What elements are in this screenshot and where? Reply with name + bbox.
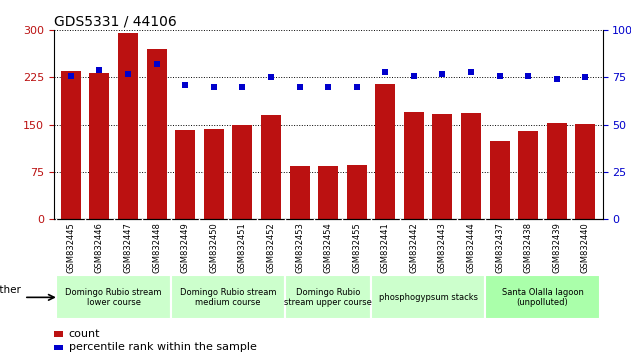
Text: percentile rank within the sample: percentile rank within the sample (69, 342, 257, 353)
Point (523, 73, 533, 78)
Bar (575, 124, 596, 219)
Point (180, 82, 190, 88)
Point (495, 73, 505, 78)
Text: GSM832439: GSM832439 (552, 222, 562, 273)
Bar (90, 73, 109, 219)
Point (151, 61, 162, 67)
Text: Domingo Rubio stream
medium course: Domingo Rubio stream medium course (180, 288, 276, 307)
Bar (118, 33, 138, 219)
Point (551, 76, 562, 82)
Text: GSM832450: GSM832450 (209, 222, 218, 273)
Bar (61, 71, 81, 219)
Bar (204, 129, 224, 219)
Text: GSM832440: GSM832440 (581, 222, 590, 273)
Point (380, 69, 391, 75)
Text: count: count (69, 329, 100, 339)
Bar (285, 275, 371, 319)
Point (237, 84, 247, 90)
Text: GSM832438: GSM832438 (524, 222, 533, 273)
Point (66, 73, 76, 78)
Bar (490, 141, 510, 219)
Text: GSM832448: GSM832448 (152, 222, 161, 273)
Bar (432, 114, 452, 219)
Point (466, 69, 476, 75)
Point (123, 71, 133, 76)
Bar (57, 275, 171, 319)
Text: GSM832444: GSM832444 (466, 222, 476, 273)
Point (437, 71, 447, 76)
Text: Domingo Rubio
stream upper course: Domingo Rubio stream upper course (284, 288, 372, 307)
Point (351, 84, 362, 90)
Point (95, 67, 105, 73)
Bar (175, 130, 195, 219)
Text: Santa Olalla lagoon
(unpolluted): Santa Olalla lagoon (unpolluted) (502, 288, 584, 307)
Text: Domingo Rubio stream
lower course: Domingo Rubio stream lower course (66, 288, 162, 307)
Bar (375, 84, 395, 219)
Point (581, 75, 591, 80)
Bar (404, 112, 424, 219)
Point (266, 75, 276, 80)
Point (209, 84, 219, 90)
Bar (346, 165, 367, 219)
Text: GSM832442: GSM832442 (410, 222, 418, 273)
Point (295, 84, 305, 90)
Text: GSM832447: GSM832447 (124, 222, 133, 273)
Bar (171, 275, 285, 319)
Text: GSM832449: GSM832449 (180, 222, 190, 273)
Bar (54, 345, 63, 350)
Bar (232, 125, 252, 219)
Text: GSM832454: GSM832454 (324, 222, 333, 273)
Bar (318, 166, 338, 219)
Text: GSM832437: GSM832437 (495, 222, 504, 273)
Bar (461, 113, 481, 219)
Text: GSM832452: GSM832452 (266, 222, 276, 273)
Bar (54, 331, 63, 337)
Text: GDS5331 / 44106: GDS5331 / 44106 (54, 15, 177, 29)
Bar (485, 275, 599, 319)
Text: GSM832443: GSM832443 (438, 222, 447, 273)
Text: GSM832453: GSM832453 (295, 222, 304, 273)
Text: GSM832445: GSM832445 (66, 222, 75, 273)
Text: GSM832455: GSM832455 (352, 222, 361, 273)
Bar (290, 166, 310, 219)
Bar (518, 131, 538, 219)
Text: other: other (0, 285, 21, 296)
Point (409, 73, 419, 78)
Text: GSM832451: GSM832451 (238, 222, 247, 273)
Text: GSM832446: GSM832446 (95, 222, 104, 273)
Bar (547, 123, 567, 219)
Bar (146, 49, 167, 219)
Text: GSM832441: GSM832441 (380, 222, 390, 273)
Bar (261, 115, 281, 219)
Text: phosphogypsum stacks: phosphogypsum stacks (379, 293, 478, 302)
Bar (371, 275, 485, 319)
Point (323, 84, 333, 90)
